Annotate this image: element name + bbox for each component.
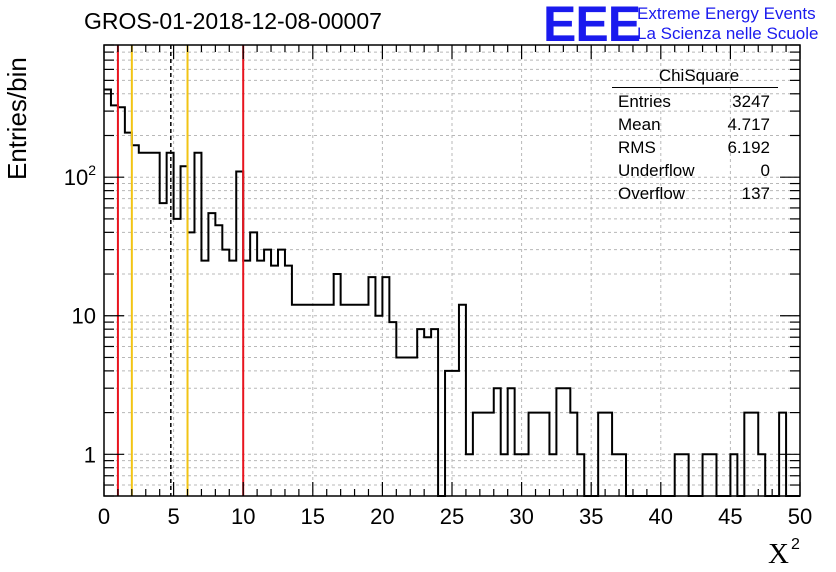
stats-label: Underflow (618, 161, 695, 180)
stats-label: Entries (618, 92, 671, 111)
stats-row-mean: Mean 4.717 (612, 113, 778, 136)
eee-logo: EEE (543, 0, 641, 52)
x-tick-label: 50 (788, 504, 812, 529)
x-tick-label: 25 (440, 504, 464, 529)
stats-value: 4.717 (727, 115, 770, 134)
logo-line-2: La Scienza nelle Scuole (637, 24, 819, 43)
stats-value: 0 (760, 161, 770, 180)
histogram-layer (104, 88, 800, 497)
x-tick-label: 5 (167, 504, 179, 529)
stats-row-underflow: Underflow 0 (612, 159, 778, 182)
stats-box: ChiSquare Entries 3247 Mean 4.717 RMS 6.… (612, 66, 778, 205)
x-tick-label: 45 (718, 504, 742, 529)
reference-lines-layer (116, 45, 245, 496)
x-tick-label: 20 (370, 504, 394, 529)
y-tick-label: 102 (64, 162, 96, 190)
x-tick-label: 40 (649, 504, 673, 529)
y-axis-label: Entries/bin (2, 57, 32, 180)
x-tick-label: 15 (301, 504, 325, 529)
y-tick-base: 10 (64, 165, 88, 190)
stats-value: 6.192 (727, 138, 770, 157)
stats-row-overflow: Overflow 137 (612, 182, 778, 205)
stats-row-entries: Entries 3247 (612, 90, 778, 113)
stats-label: Mean (618, 115, 661, 134)
histogram-steps (104, 88, 800, 497)
x-tick-label: 30 (509, 504, 533, 529)
stats-label: Overflow (618, 184, 686, 203)
stats-label: RMS (618, 138, 656, 157)
y-tick-label: 10 (72, 304, 96, 329)
stats-row-rms: RMS 6.192 (612, 136, 778, 159)
histogram-title: GROS-01-2018-12-08-00007 (84, 8, 382, 34)
x-tick-label: 35 (579, 504, 603, 529)
y-tick-label: 1 (84, 442, 96, 467)
x-tick-label: 10 (231, 504, 255, 529)
logo-line-1: Extreme Energy Events (637, 4, 816, 23)
stats-value: 3247 (732, 92, 770, 111)
stats-value: 137 (741, 184, 770, 203)
stats-title: ChiSquare (612, 66, 778, 88)
x-tick-label: 0 (98, 504, 110, 529)
y-tick-exponent: 2 (88, 162, 96, 178)
